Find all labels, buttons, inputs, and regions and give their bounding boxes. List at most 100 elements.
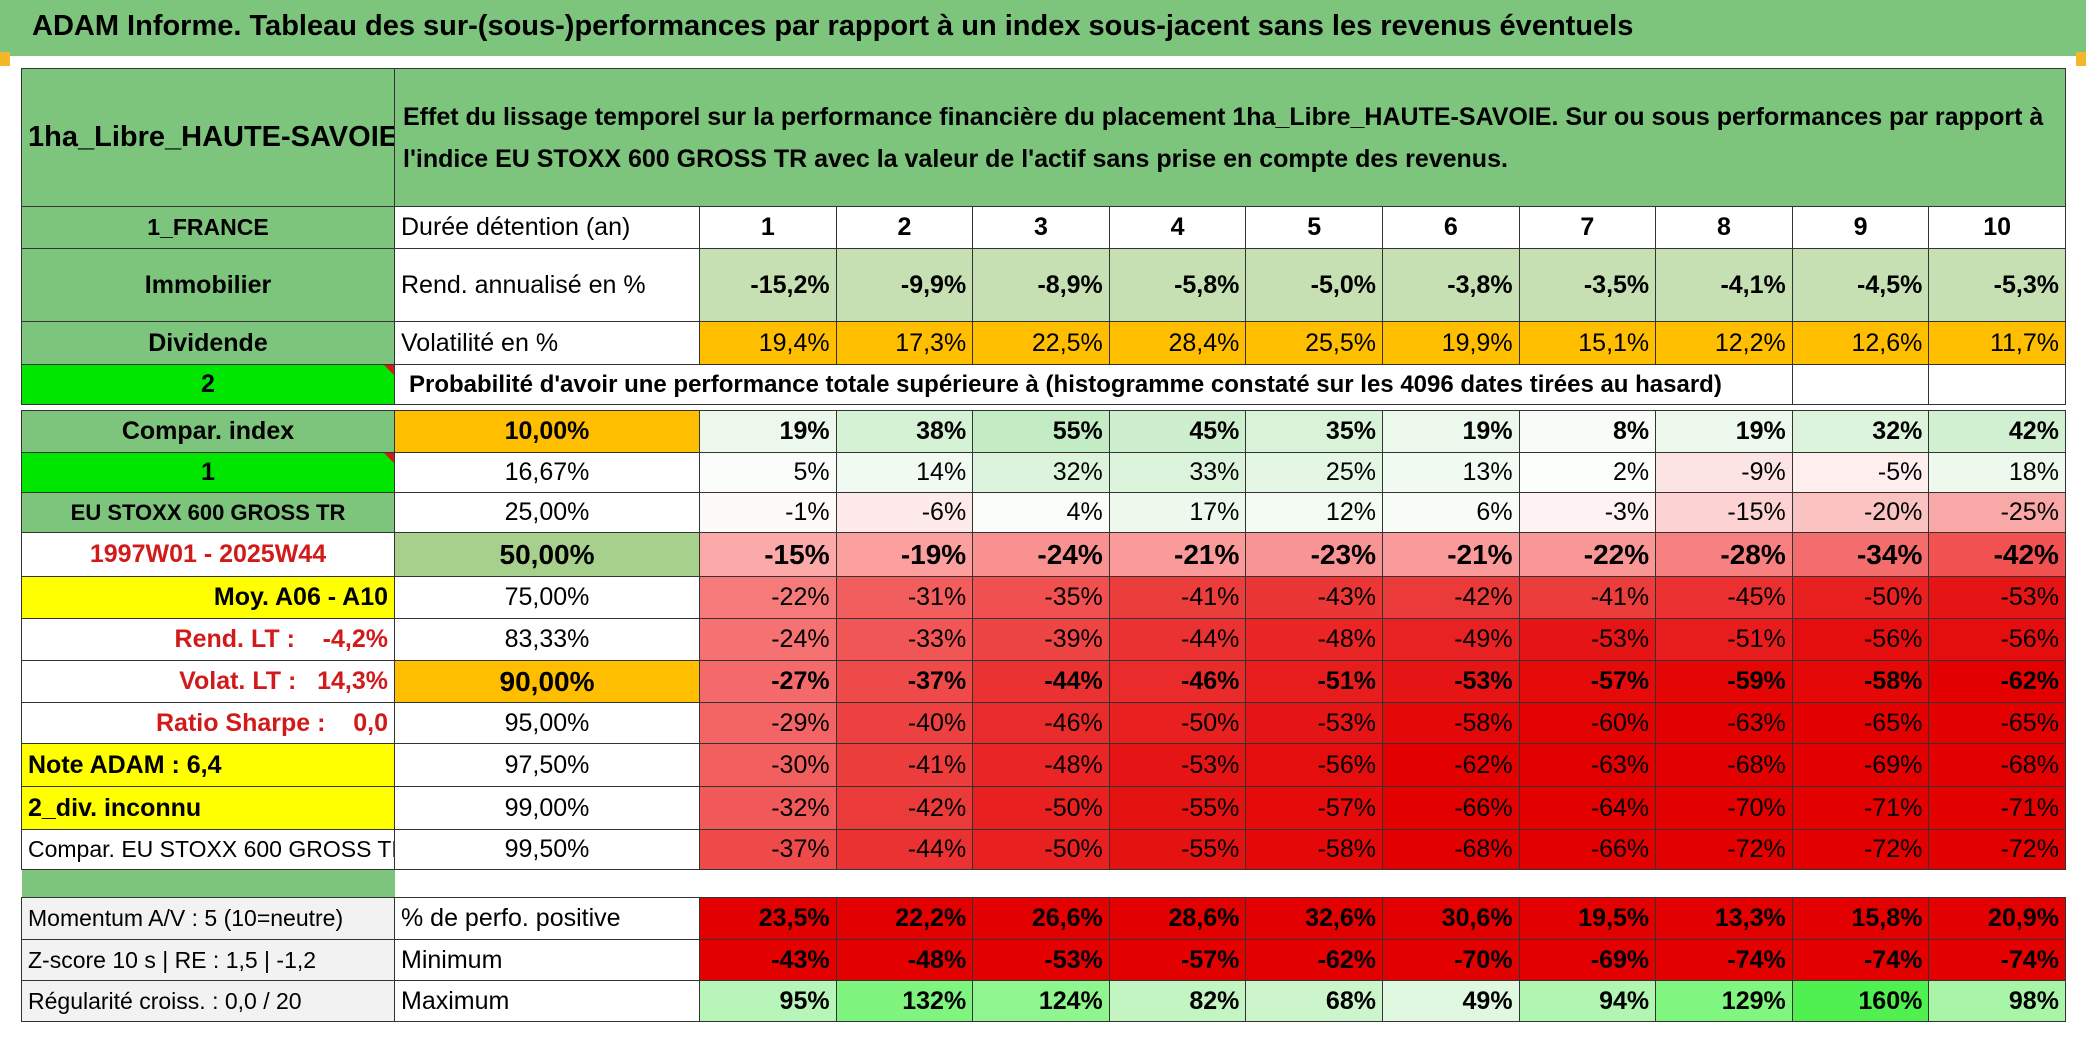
quantile-row: 2_div. inconnu 99,00% -32% -42% -50% -55% -5…: [21, 786, 2066, 830]
year-cell: 5: [1245, 206, 1383, 249]
perfo-value-cell: 15,8%: [1791, 897, 1930, 940]
quantile-value-cell: -50%: [972, 786, 1110, 830]
min-value-cell: -74%: [1655, 939, 1793, 981]
duree-label: Durée détention (an): [394, 206, 700, 249]
max-value-cell: 95%: [699, 980, 837, 1022]
quantile-value-cell: -53%: [1245, 702, 1383, 744]
quantile-value-cell: -64%: [1518, 786, 1657, 830]
quantile-value-cell: -34%: [1791, 532, 1930, 577]
quantile-value-cell: -42%: [835, 786, 974, 830]
quantile-value-cell: 8%: [1518, 410, 1657, 453]
quantile-row: Rend. LT : -4,2% 83,33% -24% -33% -39% -44%…: [21, 618, 2066, 661]
quantile-value-cell: -9%: [1655, 452, 1793, 493]
quantile-value-cell: -49%: [1381, 618, 1520, 661]
quantile-value-cell: -72%: [1791, 829, 1930, 870]
quantile-value-cell: -56%: [1791, 618, 1930, 661]
perfo-value-cell: 26,6%: [972, 897, 1110, 940]
quantile-label: 95,00%: [394, 702, 700, 744]
max-value-cell: 160%: [1791, 980, 1930, 1022]
quantile-value-cell: 35%: [1245, 410, 1383, 453]
quantile-value-cell: 5%: [699, 452, 837, 493]
quantile-value-cell: 14%: [835, 452, 974, 493]
min-row: Z-score 10 s | RE : 1,5 | -1,2 Minimum -…: [21, 939, 2066, 981]
quantile-row: Compar. index 10,00% 19% 38% 55% 45% 35% 19% 8…: [21, 410, 2066, 453]
quantile-value-cell: -71%: [1791, 786, 1930, 830]
volat-lt-label: Volat. LT : 14,3%: [21, 660, 395, 703]
perfo-value-cell: 13,3%: [1655, 897, 1793, 940]
quantile-value-cell: -22%: [699, 576, 837, 619]
quantile-value-cell: -53%: [1518, 618, 1657, 661]
quantile-value-cell: -65%: [1791, 702, 1930, 744]
performance-table: 1ha_Libre_HAUTE-SAVOIE Effet du lissage …: [21, 68, 2066, 405]
quantile-value-cell: 17%: [1108, 492, 1247, 533]
perfo-label: % de perfo. positive: [394, 897, 700, 940]
quantile-value-cell: 4%: [972, 492, 1110, 533]
quantile-value-cell: -58%: [1381, 702, 1520, 744]
year-cell: 6: [1381, 206, 1520, 249]
quantile-value-cell: -3%: [1518, 492, 1657, 533]
quantile-label: 97,50%: [394, 743, 700, 787]
spacer-green: [21, 869, 395, 898]
quantile-value-cell: -27%: [699, 660, 837, 703]
years-row: 1_FRANCE Durée détention (an) 1 2 3 4 5 …: [21, 206, 2066, 249]
proba-label: Probabilité d'avoir une performance tota…: [394, 364, 1793, 405]
volat-cell: 12,2%: [1655, 321, 1793, 365]
volat-cell: 19,9%: [1381, 321, 1520, 365]
quantile-table: Compar. index 10,00% 19% 38% 55% 45% 35% 19% 8…: [21, 410, 2066, 1022]
min-value-cell: -74%: [1791, 939, 1930, 981]
quantile-value-cell: -48%: [972, 743, 1110, 787]
rend-cell: -8,9%: [972, 248, 1110, 322]
perfo-value-cell: 19,5%: [1518, 897, 1657, 940]
max-value-cell: 82%: [1108, 980, 1247, 1022]
quantile-value-cell: -50%: [1791, 576, 1930, 619]
corner-marker-right: [2076, 52, 2086, 66]
quantile-value-cell: -41%: [1108, 576, 1247, 619]
quantile-label: 50,00%: [394, 532, 700, 577]
quantile-row: Note ADAM : 6,4 97,50% -30% -41% -48% -53% -…: [21, 743, 2066, 787]
quantile-value-cell: -63%: [1655, 702, 1793, 744]
rend-row: Immobilier Rend. annualisé en % -15,2% -…: [21, 248, 2066, 322]
report-description: Effet du lissage temporel sur la perform…: [394, 68, 2066, 207]
quantile-value-cell: -58%: [1245, 829, 1383, 870]
quantile-value-cell: -24%: [972, 532, 1110, 577]
min-value-cell: -62%: [1245, 939, 1383, 981]
quantile-label: 99,50%: [394, 829, 700, 870]
volat-cell: 11,7%: [1928, 321, 2066, 365]
quantile-value-cell: -30%: [699, 743, 837, 787]
quantile-value-cell: -42%: [1381, 576, 1520, 619]
perfo-value-cell: 28,6%: [1108, 897, 1247, 940]
category-label: Immobilier: [21, 248, 395, 322]
compar-label: Compar. EU STOXX 600 GROSS TR: [21, 829, 395, 870]
quantile-value-cell: 19%: [699, 410, 837, 453]
quantile-value-cell: -50%: [1108, 702, 1247, 744]
quantile-value-cell: -46%: [972, 702, 1110, 744]
quantile-value-cell: -20%: [1791, 492, 1930, 533]
min-value-cell: -69%: [1518, 939, 1657, 981]
index-number-selector[interactable]: 2: [21, 364, 395, 405]
quantile-value-cell: -63%: [1518, 743, 1657, 787]
quantile-label: 83,33%: [394, 618, 700, 661]
rend-cell: -3,8%: [1381, 248, 1520, 322]
spacer-row: [21, 869, 2066, 898]
momentum-label: Momentum A/V : 5 (10=neutre): [21, 897, 395, 940]
year-cell: 1: [699, 206, 837, 249]
min-value-cell: -48%: [835, 939, 974, 981]
fund-name: 1ha_Libre_HAUTE-SAVOIE: [21, 68, 395, 207]
rend-cell: -5,8%: [1108, 248, 1247, 322]
rend-lt-label: Rend. LT : -4,2%: [21, 618, 395, 661]
index-name: EU STOXX 600 GROSS TR: [21, 492, 395, 533]
type-label: Dividende: [21, 321, 395, 365]
empty-cell: [1791, 364, 1930, 405]
quantile-value-cell: 19%: [1655, 410, 1793, 453]
perfo-value-cell: 20,9%: [1928, 897, 2066, 940]
quantile-value-cell: -19%: [835, 532, 974, 577]
perfo-value-cell: 22,2%: [835, 897, 974, 940]
quantile-value-cell: -60%: [1518, 702, 1657, 744]
index-selector[interactable]: 1: [21, 452, 395, 493]
quantile-row: 1997W01 - 2025W44 50,00% -15% -19% -24% -21…: [21, 532, 2066, 577]
corner-marker-left: [0, 52, 10, 66]
quantile-value-cell: -72%: [1655, 829, 1793, 870]
quantile-value-cell: -37%: [835, 660, 974, 703]
report-title-bar: ADAM Informe. Tableau des sur-(sous-)per…: [0, 0, 2086, 56]
moy-label: Moy. A06 - A10: [21, 576, 395, 619]
